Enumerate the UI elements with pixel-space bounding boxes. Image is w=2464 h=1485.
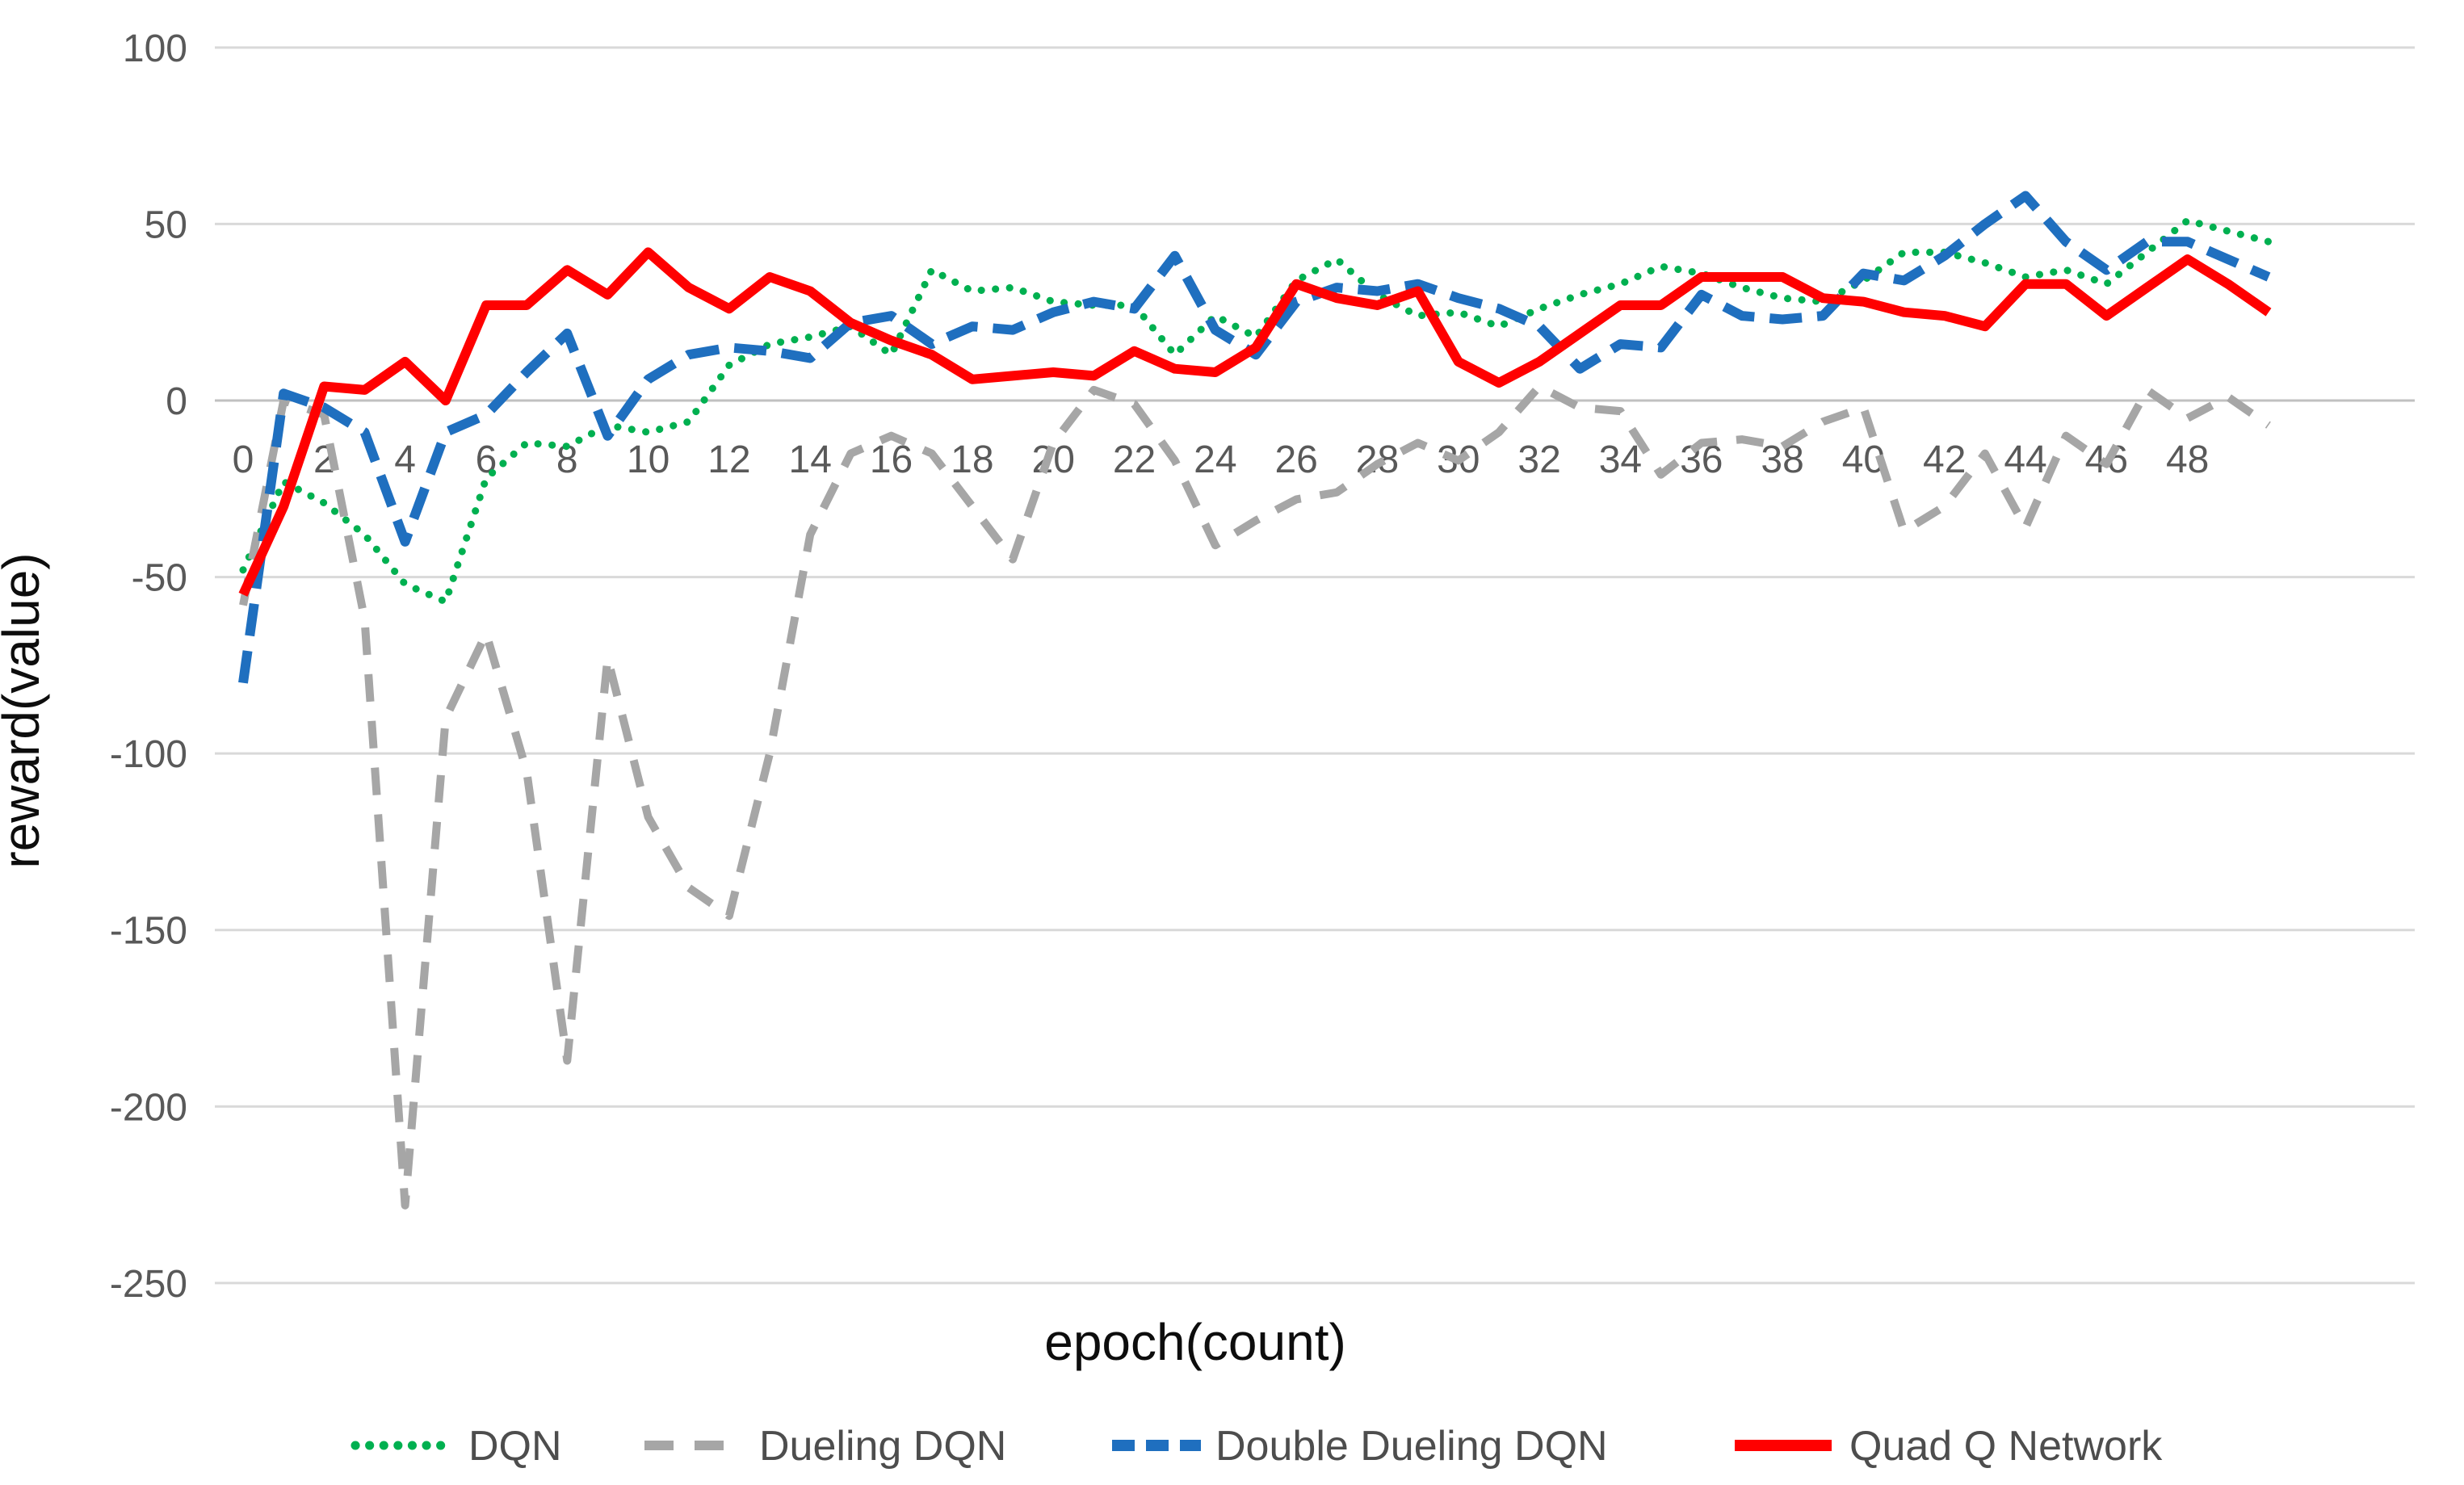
legend-item-quad-q-network: Quad Q Network: [1735, 1423, 2163, 1470]
legend-label: Quad Q Network: [1849, 1423, 2163, 1470]
y-tick-label: -150: [110, 910, 187, 953]
legend-item-double-dueling-dqn: Double Dueling DQN: [1112, 1423, 1608, 1470]
x-tick-label: 26: [1274, 438, 1317, 481]
x-axis-tick-labels: 0 2 4 6 8 10 12 14 16 18 20 22 24 26 28 30 32 34 36 38 40 42 4…: [233, 438, 2210, 481]
x-tick-label: 16: [870, 438, 913, 481]
x-axis-title: epoch(count): [1044, 1313, 1346, 1371]
y-tick-label: 50: [145, 203, 187, 246]
x-tick-label: 20: [1032, 438, 1075, 481]
y-tick-label: 0: [166, 380, 187, 423]
y-tick-label: -100: [110, 733, 187, 776]
legend-item-dueling-dqn: Dueling DQN: [644, 1423, 1006, 1470]
x-tick-label: 10: [627, 438, 670, 481]
y-tick-label: -200: [110, 1086, 187, 1129]
y-tick-label: 100: [123, 27, 187, 70]
series-line-dueling-dqn: [239, 382, 2271, 1210]
x-tick-label: 48: [2166, 438, 2209, 481]
x-tick-label: 32: [1517, 438, 1560, 481]
y-tick-label: -50: [132, 557, 187, 600]
legend-label: Double Dueling DQN: [1215, 1423, 1608, 1470]
series-line-double-dueling-dqn: [238, 191, 2271, 684]
x-tick-label: 12: [707, 438, 750, 481]
y-axis-tick-labels: 100 50 0 -50 -100 -150 -200 -250: [110, 27, 187, 1306]
series-line-dqn: [239, 216, 2273, 606]
x-tick-label: 4: [394, 438, 416, 481]
y-tick-label: -250: [110, 1263, 187, 1306]
legend-label: Dueling DQN: [759, 1423, 1006, 1470]
x-tick-label: 18: [951, 438, 993, 481]
legend-item-dqn: DQN: [351, 1423, 562, 1470]
legend-label: DQN: [468, 1423, 562, 1470]
x-tick-label: 24: [1194, 438, 1236, 481]
x-tick-label: 44: [2004, 438, 2046, 481]
legend: DQN Dueling DQN Double Dueling DQN Quad Q N…: [351, 1423, 2163, 1470]
series-line-quad-q-network: [238, 247, 2272, 597]
x-tick-label: 22: [1113, 438, 1156, 481]
x-tick-label: 14: [789, 438, 832, 481]
series-lines: [238, 191, 2273, 1210]
x-tick-label: 34: [1599, 438, 1642, 481]
x-tick-label: 0: [233, 438, 254, 481]
y-axis-title: reward(value): [0, 552, 50, 868]
x-tick-label: 42: [1923, 438, 1966, 481]
gridlines: [215, 46, 2415, 1285]
